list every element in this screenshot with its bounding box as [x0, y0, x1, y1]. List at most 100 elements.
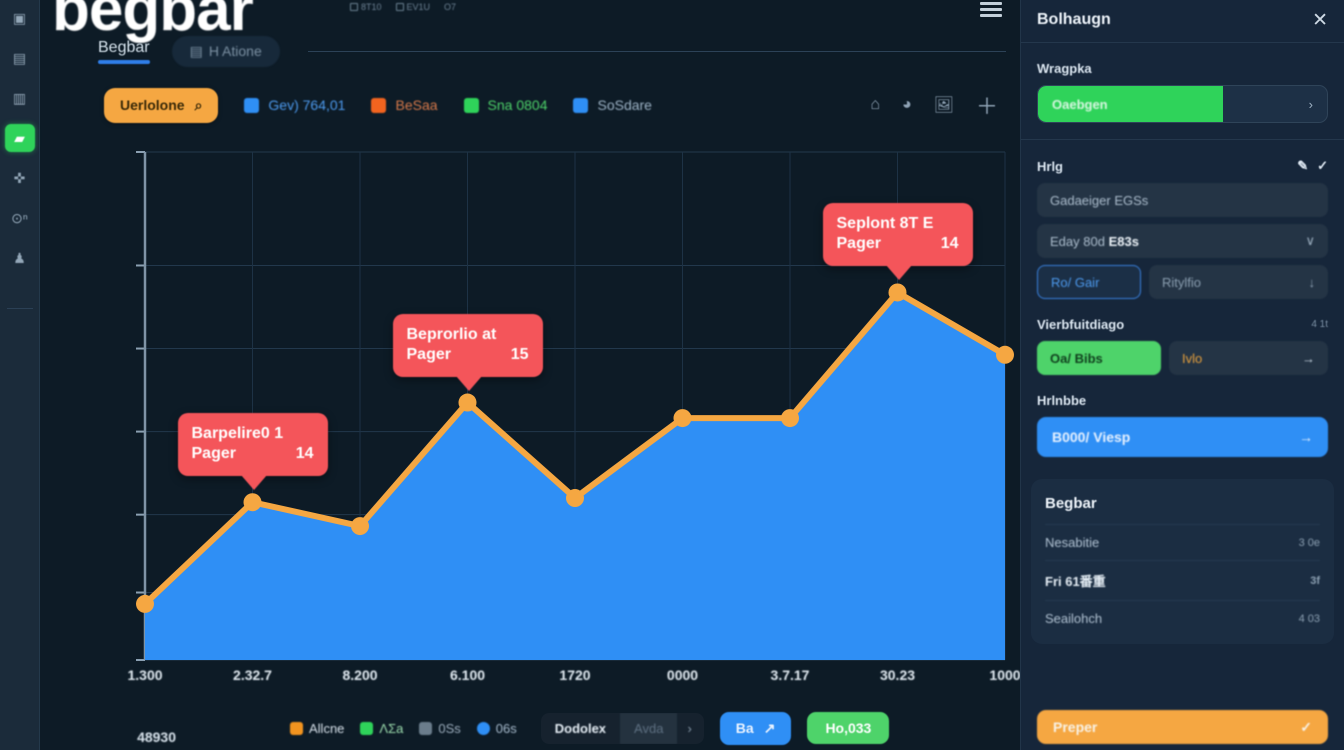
panel-amber-cta[interactable]: Preper ✓ [1037, 710, 1328, 744]
hrlg-pick-plain-text: Ritylfio [1162, 274, 1202, 290]
card-title: Begbar [1045, 495, 1097, 512]
segment-arrow-icon[interactable]: › [687, 720, 692, 736]
search-pill-button[interactable]: Uerlolone ⌕ [104, 87, 219, 123]
amber-cta-label: Preper [1053, 719, 1098, 735]
x-axis-tick-label: 3.7.17 [770, 667, 810, 683]
x-axis-tick-label: 1000 [989, 667, 1020, 683]
tab-atione[interactable]: ▤ H Atione [171, 35, 280, 67]
meta-square-icon [395, 3, 404, 11]
chip-swatch [419, 721, 433, 735]
legend-swatch [244, 97, 260, 113]
legend-swatch [463, 97, 479, 113]
toolbar-icons: ⌂ ◕ 🖼 ＋ [870, 89, 1010, 121]
chart-point[interactable] [243, 493, 262, 512]
legend-item-3[interactable]: SoSdare [573, 97, 652, 113]
chip-swatch [290, 721, 303, 735]
meta-text-1: EV1U [406, 2, 431, 12]
chip-label: 06s [495, 720, 517, 736]
sidebar-item-pin[interactable]: ✜ [13, 170, 26, 186]
hrlg-pick-selected[interactable]: Ro/ Gair [1037, 265, 1141, 299]
sidebar-item-key[interactable]: ⊙ⁿ [11, 210, 28, 226]
sidebar-item-trophy[interactable]: ♟ [13, 250, 26, 266]
verif-pick-row: Oa/ Bibs Ivlo → [1037, 341, 1328, 375]
close-icon[interactable]: ✕ [1312, 9, 1328, 31]
callout-line-2-label: Pager [191, 445, 236, 463]
verif-section-label: Vierbfuitdiago 4 1t [1037, 317, 1328, 332]
chart-point[interactable] [888, 283, 907, 302]
chart-svg [136, 151, 1014, 661]
verif-pick-amber[interactable]: Ivlo → [1169, 341, 1328, 375]
meta-text-2: O7 [444, 2, 457, 12]
legend-label: SoSdare [597, 97, 652, 113]
search-pill-label: Uerlolone [120, 97, 185, 113]
tab-begbar[interactable]: Begbar [98, 39, 150, 64]
hrlg-label-text: Hrlg [1037, 158, 1063, 174]
chat-icon[interactable]: ◕ [902, 96, 912, 113]
sidebar-item-chart[interactable]: ▰ [4, 124, 35, 152]
chevron-down-icon[interactable]: ∨ [1305, 233, 1315, 248]
chart-point[interactable] [673, 409, 692, 428]
image-icon[interactable]: 🖼 [933, 97, 954, 114]
sidebar-item-layers[interactable]: ▥ [12, 90, 27, 106]
segment-other[interactable]: Avda [620, 712, 678, 744]
legend-item-0[interactable]: Gev) 764,01 [244, 97, 345, 113]
blue-action-button[interactable]: Ba ↗ [719, 711, 792, 745]
card-row-value: 4 03 [1298, 612, 1320, 625]
card-row-0[interactable]: Nesabitie 3 0e [1045, 524, 1320, 560]
x-axis-tick-label: 1.300 [127, 667, 163, 683]
hrlg-field-1[interactable]: Gadaeiger EGSs [1037, 183, 1328, 217]
chart-toolbar: Uerlolone ⌕ Gev) 764,01 BeSaa Sna 0804 S… [104, 84, 1010, 126]
card-row-1[interactable]: Fri 61番重 3f [1045, 560, 1320, 600]
callout-line-2: Pager 14 [192, 444, 314, 464]
hrlg-pick-plain[interactable]: Ritylfio ↓ [1149, 265, 1328, 299]
bottom-bar: Allcne ΛΣa 0Ss 06s Dodolex Avda › Ba ↗ [290, 706, 1020, 750]
chart-point[interactable] [351, 517, 369, 536]
chart-point[interactable] [458, 393, 477, 412]
legend-item-2[interactable]: Sna 0804 [463, 97, 547, 113]
callout-line-2-value: 14 [940, 235, 959, 253]
arrow-down-icon: ↓ [1308, 274, 1316, 290]
edit-icon[interactable]: ✎ [1297, 158, 1309, 173]
bottom-chip-1[interactable]: ΛΣa [360, 721, 403, 736]
progress-bar[interactable]: Oaebgen › [1037, 85, 1328, 123]
meta-chip: EV1U [395, 2, 431, 12]
hrinbbe-cta-button[interactable]: B000/ Viesp → [1037, 417, 1328, 457]
green-action-button[interactable]: Ho,033 [807, 712, 890, 744]
hrlg-field-2-text: Eday 80d [1050, 233, 1105, 249]
sidebar-item-card[interactable]: ▤ [12, 50, 27, 66]
hamburger-icon[interactable] [980, 2, 1002, 17]
legend-label: BeSaa [395, 97, 438, 113]
legend-swatch [573, 97, 589, 113]
segment-selected[interactable]: Dodolex [554, 720, 607, 736]
chart-point[interactable] [996, 345, 1014, 364]
bottom-chip-0[interactable]: Allcne [290, 721, 344, 736]
chart-point[interactable] [566, 489, 584, 508]
callout-line-2-label: Pager [836, 235, 881, 253]
callout-line-2-value: 14 [295, 445, 314, 463]
bottom-chip-3[interactable]: 06s [476, 720, 517, 736]
y-axis-tick-label: 48930 [137, 729, 176, 745]
chart-point[interactable] [136, 594, 154, 613]
verif-pick-green[interactable]: Oa/ Bibs [1037, 341, 1161, 375]
bottom-chip-2[interactable]: 0Ss [419, 721, 461, 736]
x-axis-tick-label: 1720 [559, 667, 591, 683]
hrlg-field-2[interactable]: Eday 80d E83s ∨ [1037, 224, 1328, 258]
sidebar-rail: ▣ ▤ ▥ ▰ ✜ ⊙ⁿ ♟ [0, 0, 40, 750]
hrlg-pick-row: Ro/ Gair Ritylfio ↓ [1037, 265, 1328, 299]
home-icon[interactable]: ⌂ [870, 96, 880, 113]
chart-point[interactable] [781, 409, 799, 428]
chart-callout[interactable]: Seplont 8T E Pager 14 [822, 203, 973, 281]
chart-callout[interactable]: Barpelire0 1 Pager 14 [177, 413, 328, 491]
card-row-2[interactable]: Seailohch 4 03 [1045, 600, 1320, 636]
hrinbbe-section-label: Hrlnbbe [1037, 393, 1328, 408]
plus-icon[interactable]: ＋ [975, 94, 998, 119]
callout-line-2-label: Pager [406, 345, 451, 363]
check-icon[interactable]: ✓ [1317, 158, 1328, 173]
legend-swatch [371, 97, 387, 113]
hrinbbe-label-text: Hrlnbbe [1037, 393, 1087, 408]
sidebar-item-grid[interactable]: ▣ [12, 10, 27, 26]
chevron-right-icon[interactable]: › [1308, 96, 1313, 112]
meta-chip: O7 [444, 2, 456, 12]
chart-callout[interactable]: Beprorlio at Pager 15 [392, 313, 543, 391]
legend-item-1[interactable]: BeSaa [371, 97, 438, 113]
